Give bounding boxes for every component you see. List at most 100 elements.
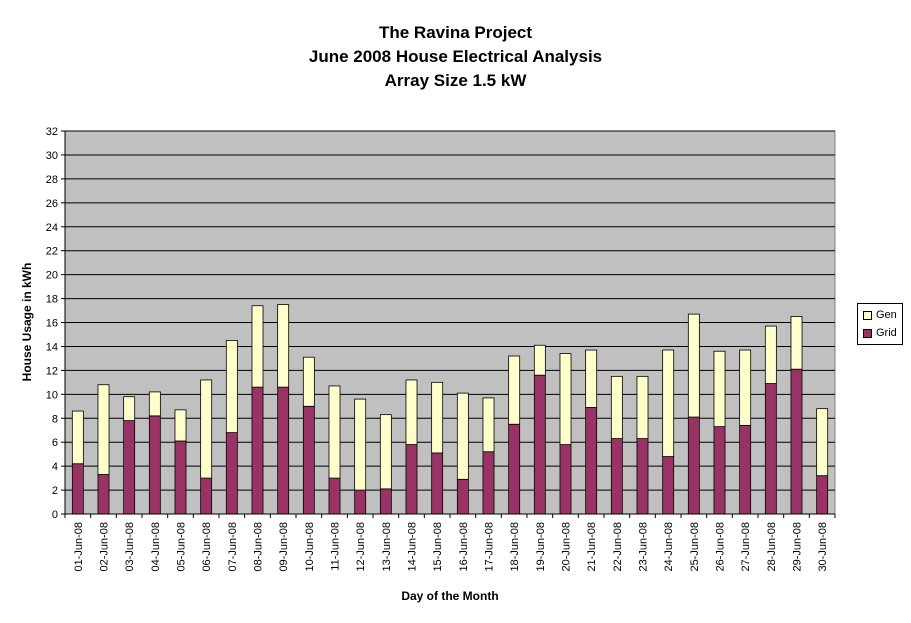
bar-grid-30-Jun-08 (816, 475, 829, 515)
x-tick-label: 05-Jun-08 (176, 522, 188, 572)
bar-gen-06-Jun-08 (200, 379, 213, 479)
bar-gen-02-Jun-08 (97, 384, 110, 475)
bar-gen-29-Jun-08 (790, 316, 803, 370)
bar-grid-20-Jun-08 (559, 444, 572, 515)
x-tick-label: 06-Jun-08 (201, 522, 213, 572)
bar-gen-17-Jun-08 (482, 397, 495, 453)
bar-gen-19-Jun-08 (533, 344, 546, 376)
y-tick-label: 32 (46, 126, 58, 138)
y-tick-label: 10 (46, 389, 58, 401)
bar-gen-01-Jun-08 (71, 410, 84, 465)
y-tick-label: 28 (46, 174, 58, 186)
bar-gen-18-Jun-08 (508, 355, 521, 425)
bar-gen-21-Jun-08 (585, 349, 598, 408)
bar-grid-26-Jun-08 (713, 426, 726, 515)
bar-grid-29-Jun-08 (790, 368, 803, 515)
legend: Gen Grid (857, 303, 903, 345)
bar-gen-26-Jun-08 (713, 350, 726, 428)
bar-gen-27-Jun-08 (739, 349, 752, 426)
bar-gen-12-Jun-08 (354, 398, 367, 491)
x-tick-label: 28-Jun-08 (766, 522, 778, 572)
x-tick-label: 30-Jun-08 (817, 522, 829, 572)
bar-gen-15-Jun-08 (431, 381, 444, 454)
x-tick-label: 13-Jun-08 (381, 522, 393, 572)
y-tick-label: 20 (46, 270, 58, 282)
bar-grid-14-Jun-08 (405, 444, 418, 515)
x-tick-label: 23-Jun-08 (638, 522, 650, 572)
y-tick-label: 14 (46, 341, 58, 353)
bar-grid-05-Jun-08 (174, 440, 187, 515)
legend-swatch-gen (863, 310, 872, 320)
y-tick-label: 6 (52, 437, 58, 449)
bar-grid-08-Jun-08 (251, 386, 264, 515)
bar-grid-04-Jun-08 (148, 415, 161, 515)
bar-grid-19-Jun-08 (533, 374, 546, 515)
x-tick-label: 02-Jun-08 (99, 522, 111, 572)
y-tick-label: 0 (52, 509, 58, 521)
bar-grid-07-Jun-08 (225, 432, 238, 515)
x-tick-label: 21-Jun-08 (586, 522, 598, 572)
bar-gen-11-Jun-08 (328, 385, 341, 479)
bar-grid-23-Jun-08 (636, 438, 649, 515)
bar-grid-06-Jun-08 (200, 477, 213, 515)
bar-grid-18-Jun-08 (508, 423, 521, 515)
legend-label-grid: Grid (876, 327, 897, 339)
y-tick-label: 18 (46, 294, 58, 306)
bar-gen-13-Jun-08 (379, 414, 392, 490)
x-tick-label: 29-Jun-08 (792, 522, 804, 572)
x-tick-label: 17-Jun-08 (484, 522, 496, 572)
bar-gen-05-Jun-08 (174, 409, 187, 442)
legend-swatch-grid (863, 328, 872, 338)
x-tick-label: 19-Jun-08 (535, 522, 547, 572)
bar-grid-27-Jun-08 (739, 425, 752, 515)
bar-gen-03-Jun-08 (123, 396, 136, 422)
bar-gen-20-Jun-08 (559, 353, 572, 445)
y-axis-title: House Usage in kWh (20, 263, 34, 382)
x-tick-label: 10-Jun-08 (304, 522, 316, 572)
bar-grid-15-Jun-08 (431, 452, 444, 515)
y-tick-label: 22 (46, 246, 58, 258)
x-tick-label: 18-Jun-08 (509, 522, 521, 572)
x-tick-label: 03-Jun-08 (124, 522, 136, 572)
bar-grid-25-Jun-08 (687, 416, 700, 515)
bar-gen-10-Jun-08 (302, 356, 315, 407)
x-tick-label: 27-Jun-08 (740, 522, 752, 572)
x-tick-label: 11-Jun-08 (330, 522, 342, 571)
x-tick-label: 26-Jun-08 (715, 522, 727, 572)
bar-grid-09-Jun-08 (277, 386, 290, 515)
x-tick-label: 24-Jun-08 (663, 522, 675, 572)
bar-grid-02-Jun-08 (97, 474, 110, 515)
legend-label-gen: Gen (876, 309, 897, 321)
grid-lines (65, 130, 835, 491)
bar-grid-01-Jun-08 (71, 463, 84, 515)
x-tick-label: 14-Jun-08 (407, 522, 419, 572)
y-tick-label: 16 (46, 318, 58, 330)
bar-gen-07-Jun-08 (225, 340, 238, 434)
x-tick-label: 07-Jun-08 (227, 522, 239, 572)
bar-gen-30-Jun-08 (816, 408, 829, 477)
bar-grid-10-Jun-08 (302, 405, 315, 515)
x-axis-title: Day of the Month (401, 589, 498, 603)
bar-gen-16-Jun-08 (456, 392, 469, 480)
legend-item-gen: Gen (863, 308, 897, 322)
bar-grid-03-Jun-08 (123, 420, 136, 515)
bar-gen-04-Jun-08 (148, 391, 161, 417)
y-tick-label: 26 (46, 198, 58, 210)
x-tick-label: 01-Jun-08 (73, 522, 85, 572)
x-tick-label: 08-Jun-08 (253, 522, 265, 572)
bar-grid-24-Jun-08 (662, 456, 675, 515)
chart-title-line-1: The Ravina Project (378, 23, 533, 42)
bar-grid-13-Jun-08 (379, 488, 392, 515)
bar-grid-11-Jun-08 (328, 477, 341, 515)
x-tick-label: 09-Jun-08 (278, 522, 290, 572)
y-tick-label: 4 (52, 461, 58, 473)
x-tick-label: 16-Jun-08 (458, 522, 470, 572)
bar-gen-28-Jun-08 (764, 325, 777, 384)
legend-item-grid: Grid (863, 326, 897, 340)
bar-gen-14-Jun-08 (405, 379, 418, 445)
bar-grid-12-Jun-08 (354, 489, 367, 515)
chart-title-line-3: Array Size 1.5 kW (384, 71, 527, 90)
bar-gen-09-Jun-08 (277, 304, 290, 388)
